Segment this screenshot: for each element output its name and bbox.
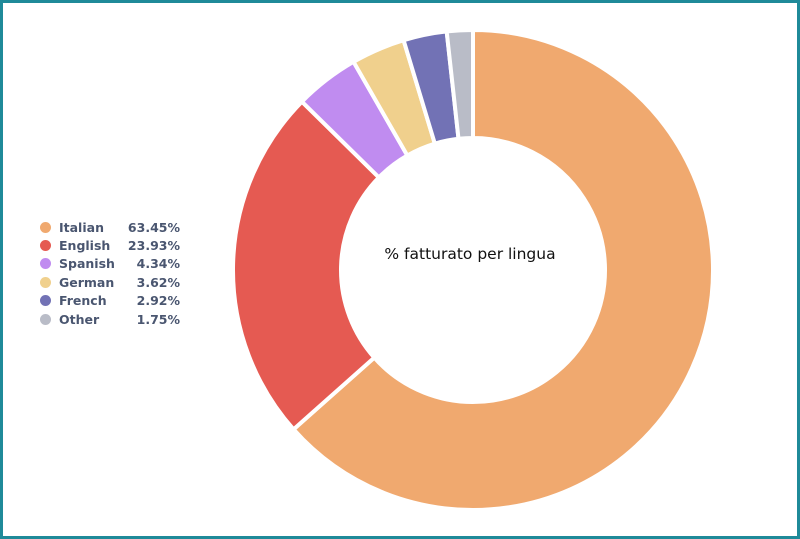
legend-label: English xyxy=(59,238,111,254)
donut-slice-english xyxy=(231,99,381,432)
legend-label: Other xyxy=(59,311,100,327)
legend-swatch xyxy=(40,221,51,233)
donut-slice-other xyxy=(444,28,475,141)
chart-center-label: % fatturato per lingua xyxy=(384,245,556,263)
legend-value: 23.93% xyxy=(127,238,180,254)
chart-legend: Italian 63.45% English 23.93% Spanish 4.34% Ge… xyxy=(40,218,180,328)
legend-item-spanish: Spanish 4.34% xyxy=(40,255,180,273)
legend-value: 2.92% xyxy=(136,293,180,309)
legend-value: 4.34% xyxy=(136,256,180,272)
legend-label: Spanish xyxy=(59,256,115,272)
legend-swatch xyxy=(40,258,51,270)
legend-value: 1.75% xyxy=(136,311,180,327)
legend-value: 63.45% xyxy=(127,219,180,235)
legend-swatch xyxy=(40,276,51,288)
legend-item-italian: Italian 63.45% xyxy=(40,218,180,236)
legend-swatch xyxy=(40,240,51,252)
legend-item-german: German 3.62% xyxy=(40,273,180,291)
legend-swatch xyxy=(40,313,51,325)
legend-swatch xyxy=(40,295,51,307)
legend-item-other: Other 1.75% xyxy=(40,310,180,328)
legend-label: Italian xyxy=(59,219,104,235)
legend-value: 3.62% xyxy=(136,274,180,290)
legend-label: French xyxy=(59,293,107,309)
legend-item-french: French 2.92% xyxy=(40,292,180,310)
legend-label: German xyxy=(59,274,115,290)
legend-item-english: English 23.93% xyxy=(40,236,180,254)
donut-slice-italian xyxy=(291,28,715,512)
